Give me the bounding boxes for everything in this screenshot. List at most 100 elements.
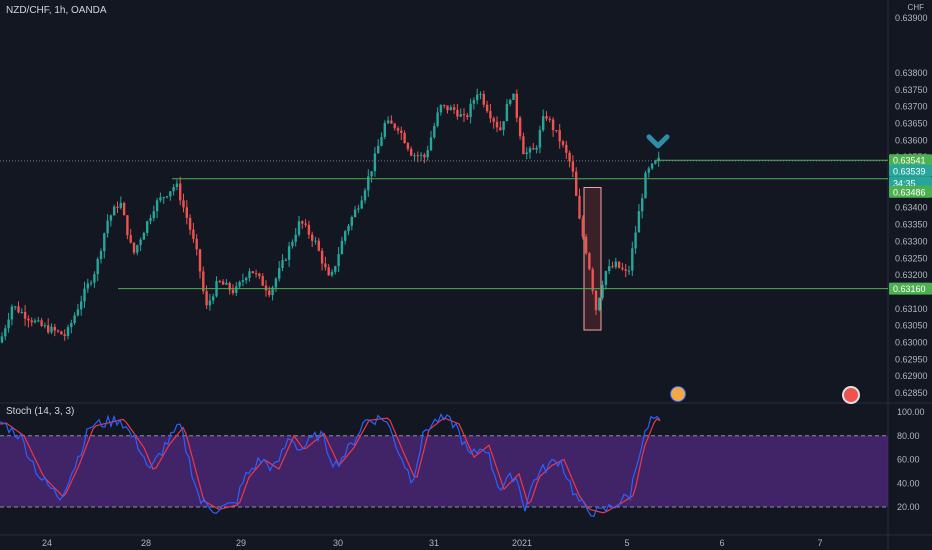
candle-body [525, 152, 528, 155]
candle-body [231, 289, 235, 294]
price-tick-label: 0.63600 [895, 135, 928, 145]
candle-body [601, 285, 604, 298]
candle-body [406, 143, 410, 149]
candle-body [317, 240, 320, 251]
stoch-indicator-label[interactable]: Stoch (14, 3, 3) [6, 406, 75, 417]
candle-body [373, 153, 377, 172]
candle-body [50, 326, 53, 333]
candle-body [350, 216, 353, 226]
event-flag-icon[interactable] [670, 386, 686, 402]
candle-body [367, 176, 370, 191]
candle-body [119, 202, 122, 208]
candle-body [476, 94, 479, 101]
candle-body [80, 301, 83, 310]
candle-body [456, 109, 459, 117]
candle-body [571, 161, 575, 172]
candle-body [142, 232, 146, 240]
candle-body [522, 136, 525, 155]
candle-body [40, 320, 43, 326]
candle-body [4, 328, 7, 337]
candle-body [377, 145, 380, 154]
price-tick-label: 0.63800 [895, 68, 928, 78]
price-badge-label: 0.63539 [893, 166, 926, 176]
candle-body [608, 266, 611, 272]
candle-body [575, 171, 578, 196]
price-tick-label: 0.63650 [895, 119, 928, 129]
candle-body [73, 315, 76, 324]
stoch-tick-label: 80.00 [897, 431, 920, 441]
candle-body [14, 306, 17, 308]
candle-body [70, 323, 73, 328]
candle-body [208, 300, 212, 306]
candle-body [594, 290, 598, 311]
candle-body [551, 119, 555, 131]
candle-body [228, 282, 231, 290]
candle-body [132, 242, 136, 253]
price-tick-label: 0.63350 [895, 220, 928, 230]
candle-body [459, 114, 462, 117]
candle-body [195, 238, 198, 250]
candle-body [499, 127, 502, 131]
candle-body [383, 123, 386, 137]
price-tick-label: 0.63250 [895, 253, 928, 263]
candle-body [103, 233, 106, 252]
price-badge [889, 154, 932, 167]
candle-body [436, 112, 439, 126]
candle-body [136, 245, 139, 253]
candle-body [433, 125, 436, 138]
price-tick-label: 0.63300 [895, 236, 928, 246]
time-tick-label: 31 [429, 538, 439, 548]
candle-body [472, 100, 476, 104]
candle-body [274, 278, 278, 288]
candle-body [624, 269, 627, 271]
candle-body [27, 318, 30, 321]
candle-body [258, 273, 261, 277]
candle-body [56, 330, 60, 332]
event-flag-icon-2[interactable] [842, 386, 860, 404]
candle-body [268, 290, 271, 296]
candle-body [311, 234, 314, 241]
candle-body [334, 266, 337, 272]
time-tick-label: 29 [236, 538, 246, 548]
candle-body [617, 261, 621, 268]
candle-body [502, 121, 505, 131]
price-tick-label: 0.62900 [895, 371, 928, 381]
candle-body [614, 261, 617, 268]
candle-body [314, 240, 317, 242]
candle-body [175, 183, 179, 187]
stoch-tick-label: 100.00 [897, 407, 925, 417]
price-tick-label: 0.63700 [895, 102, 928, 112]
candle-body [254, 273, 258, 275]
candle-body [37, 320, 40, 322]
candle-body [116, 206, 119, 208]
candle-body [241, 280, 245, 282]
candle-body [443, 104, 446, 106]
candle-body [218, 281, 221, 283]
candle-body [449, 107, 452, 111]
price-tick-label: 0.63400 [895, 203, 928, 213]
candle-body [561, 141, 565, 145]
candle-body [99, 251, 103, 260]
candle-body [489, 111, 492, 119]
candle-body [307, 224, 311, 235]
down-arrow-icon [646, 134, 670, 149]
candle-body [360, 200, 363, 209]
candle-body [221, 281, 225, 285]
candle-body [17, 306, 20, 313]
candle-body [545, 116, 548, 119]
price-badge-label: 0.63160 [893, 284, 926, 294]
candle-body [452, 107, 456, 110]
candle-body [353, 209, 357, 217]
price-badge [889, 164, 932, 177]
candle-body [185, 207, 188, 218]
candle-body [542, 116, 545, 131]
candle-body [83, 288, 86, 302]
candle-body [109, 215, 113, 221]
candle-body [347, 225, 350, 232]
price-tick-label: 0.62850 [895, 388, 928, 398]
price-badge-label: 0.63486 [893, 187, 926, 197]
candle-body [287, 246, 291, 260]
stoch-tick-label: 20.00 [897, 502, 920, 512]
candle-body [7, 319, 10, 329]
